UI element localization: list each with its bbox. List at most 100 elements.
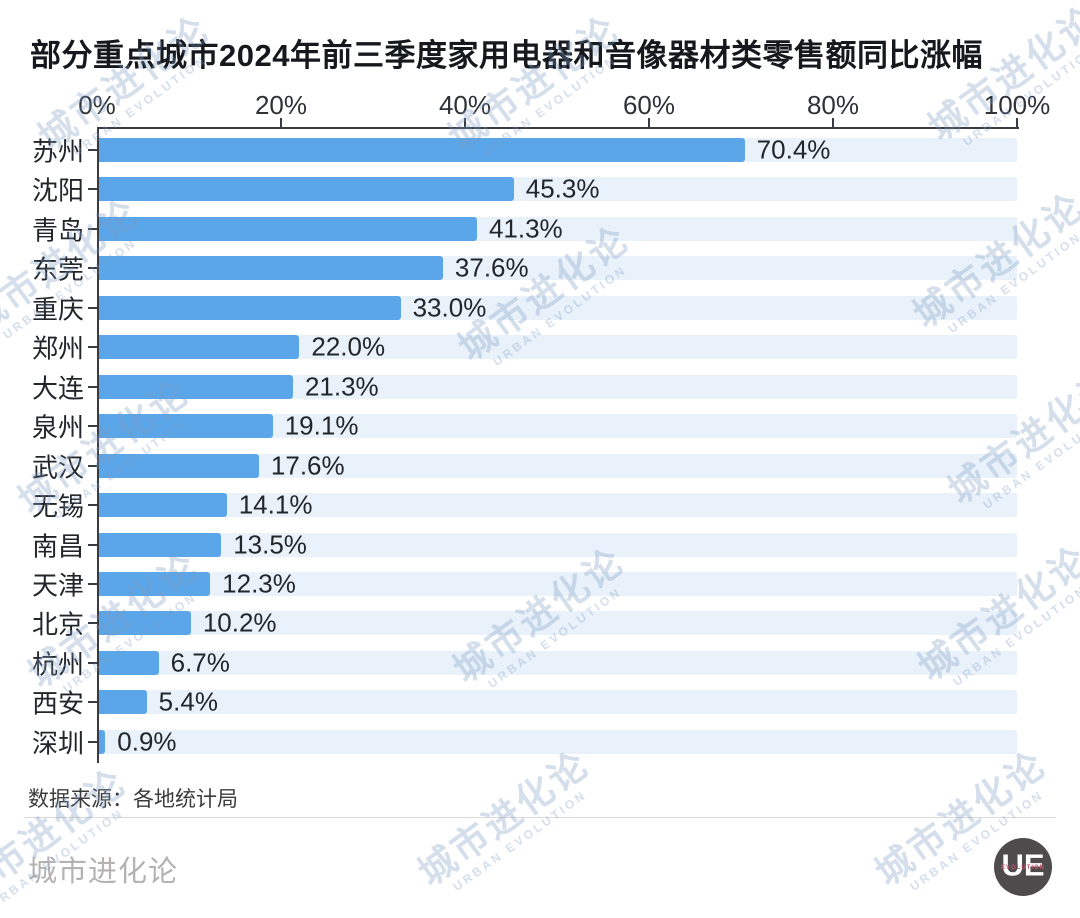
bar bbox=[99, 690, 147, 715]
data-source-note: 数据来源：各地统计局 bbox=[28, 788, 238, 811]
bar bbox=[99, 138, 745, 162]
brand-text: 城市进化论 bbox=[28, 856, 179, 888]
bar bbox=[99, 414, 273, 439]
city-label: 大连 bbox=[31, 373, 84, 404]
city-label: 泉州 bbox=[31, 412, 84, 443]
bar-row: 天津 12.3% bbox=[0, 564, 1080, 604]
footer-divider bbox=[24, 817, 1056, 818]
bar-track bbox=[99, 729, 1017, 754]
city-label: 武汉 bbox=[31, 452, 84, 483]
y-axis-tick-mark bbox=[88, 622, 97, 625]
x-axis-tick-label: 20% bbox=[254, 90, 308, 120]
bar-track bbox=[99, 571, 1017, 596]
bar bbox=[99, 493, 227, 518]
x-axis-tick-label: 40% bbox=[438, 90, 492, 120]
y-axis-tick-mark bbox=[88, 385, 97, 388]
bar bbox=[99, 177, 514, 202]
value-label: 12.3% bbox=[222, 568, 296, 599]
city-label: 南昌 bbox=[31, 531, 84, 561]
value-label: 19.1% bbox=[284, 410, 359, 441]
bar-row: 郑州 22.0% bbox=[0, 327, 1080, 367]
bar-row: 东莞 37.6% bbox=[0, 248, 1080, 288]
bar-track bbox=[99, 611, 1017, 636]
brand-logo: UE EVOLUTION bbox=[994, 838, 1052, 896]
city-label: 天津 bbox=[31, 570, 84, 601]
city-label: 深圳 bbox=[31, 728, 84, 759]
bar-row: 苏州 70.4% bbox=[0, 130, 1080, 170]
y-axis-tick-mark bbox=[88, 227, 97, 230]
bar-row: 大连 21.3% bbox=[0, 367, 1080, 407]
y-axis-tick-mark bbox=[88, 425, 97, 428]
value-label: 6.7% bbox=[170, 647, 230, 678]
city-label: 无锡 bbox=[31, 491, 84, 522]
bar-row: 无锡 14.1% bbox=[0, 485, 1080, 525]
x-axis-tick-label: 0% bbox=[78, 90, 116, 120]
x-axis-tick-mark bbox=[832, 118, 834, 127]
y-axis-tick-mark bbox=[88, 661, 97, 664]
value-label: 21.3% bbox=[304, 371, 379, 402]
x-axis-tick-label: 60% bbox=[622, 90, 676, 120]
bar-row: 泉州 19.1% bbox=[0, 406, 1080, 446]
city-label: 重庆 bbox=[31, 294, 84, 325]
city-label: 西安 bbox=[31, 688, 84, 719]
bar bbox=[99, 650, 159, 675]
y-axis-tick-mark bbox=[88, 267, 97, 270]
bar bbox=[99, 729, 106, 754]
bar bbox=[99, 532, 222, 557]
x-axis-tick-label: 100% bbox=[983, 90, 1051, 120]
x-axis-tick-label: 80% bbox=[806, 90, 860, 120]
value-label: 70.4% bbox=[756, 134, 831, 165]
value-label: 37.6% bbox=[454, 252, 529, 283]
bar bbox=[99, 611, 191, 636]
bar-row: 南昌 13.5% bbox=[0, 525, 1080, 565]
x-axis-tick-mark bbox=[648, 118, 650, 127]
bar bbox=[99, 453, 259, 478]
city-label: 北京 bbox=[31, 609, 84, 640]
city-label: 青岛 bbox=[31, 215, 84, 246]
x-axis-tick-mark bbox=[1016, 118, 1018, 127]
x-axis-line bbox=[97, 127, 1019, 129]
bar-row: 沈阳 45.3% bbox=[0, 169, 1080, 209]
y-axis-tick-mark bbox=[88, 188, 97, 191]
value-label: 10.2% bbox=[202, 607, 277, 638]
chart-title: 部分重点城市2024年前三季度家用电器和音像器材类零售额同比涨幅 bbox=[30, 38, 983, 73]
city-label: 沈阳 bbox=[31, 175, 84, 206]
value-label: 13.5% bbox=[233, 529, 307, 559]
bar-track bbox=[99, 532, 1017, 557]
y-axis-tick-mark bbox=[88, 464, 97, 467]
y-axis-tick-mark bbox=[88, 582, 97, 585]
city-label: 苏州 bbox=[31, 136, 84, 167]
value-label: 5.4% bbox=[158, 686, 218, 717]
watermark-en-text: URBAN EVOLUTION bbox=[450, 787, 590, 894]
bar-row: 杭州 6.7% bbox=[0, 643, 1080, 683]
bar-row: 西安 5.4% bbox=[0, 682, 1080, 722]
bar bbox=[99, 216, 477, 241]
y-axis-tick-mark bbox=[88, 346, 97, 349]
logo-subtext: EVOLUTION bbox=[1000, 865, 1045, 872]
x-axis-tick-mark bbox=[280, 118, 282, 127]
y-axis-tick-mark bbox=[88, 306, 97, 309]
watermark: 城市进化论 URBAN EVOLUTION bbox=[0, 753, 142, 918]
bar bbox=[99, 374, 293, 399]
logo-text: UE bbox=[1001, 847, 1045, 883]
y-axis-tick-mark bbox=[88, 740, 97, 743]
y-axis-tick-mark bbox=[88, 701, 97, 704]
value-label: 0.9% bbox=[117, 726, 177, 757]
bar-track bbox=[99, 690, 1017, 715]
value-label: 22.0% bbox=[311, 331, 386, 362]
bar-track bbox=[99, 650, 1017, 675]
bar-row: 北京 10.2% bbox=[0, 603, 1080, 643]
city-label: 郑州 bbox=[31, 333, 84, 364]
value-label: 17.6% bbox=[270, 450, 345, 481]
bar bbox=[99, 335, 300, 360]
value-label: 41.3% bbox=[488, 213, 563, 244]
value-label: 33.0% bbox=[412, 292, 487, 323]
value-label: 14.1% bbox=[238, 489, 313, 520]
bar bbox=[99, 256, 443, 281]
bar-row: 武汉 17.6% bbox=[0, 446, 1080, 486]
y-axis-line bbox=[97, 127, 99, 763]
bar-row: 重庆 33.0% bbox=[0, 288, 1080, 328]
bar bbox=[99, 571, 211, 596]
bar-row: 青岛 41.3% bbox=[0, 209, 1080, 249]
